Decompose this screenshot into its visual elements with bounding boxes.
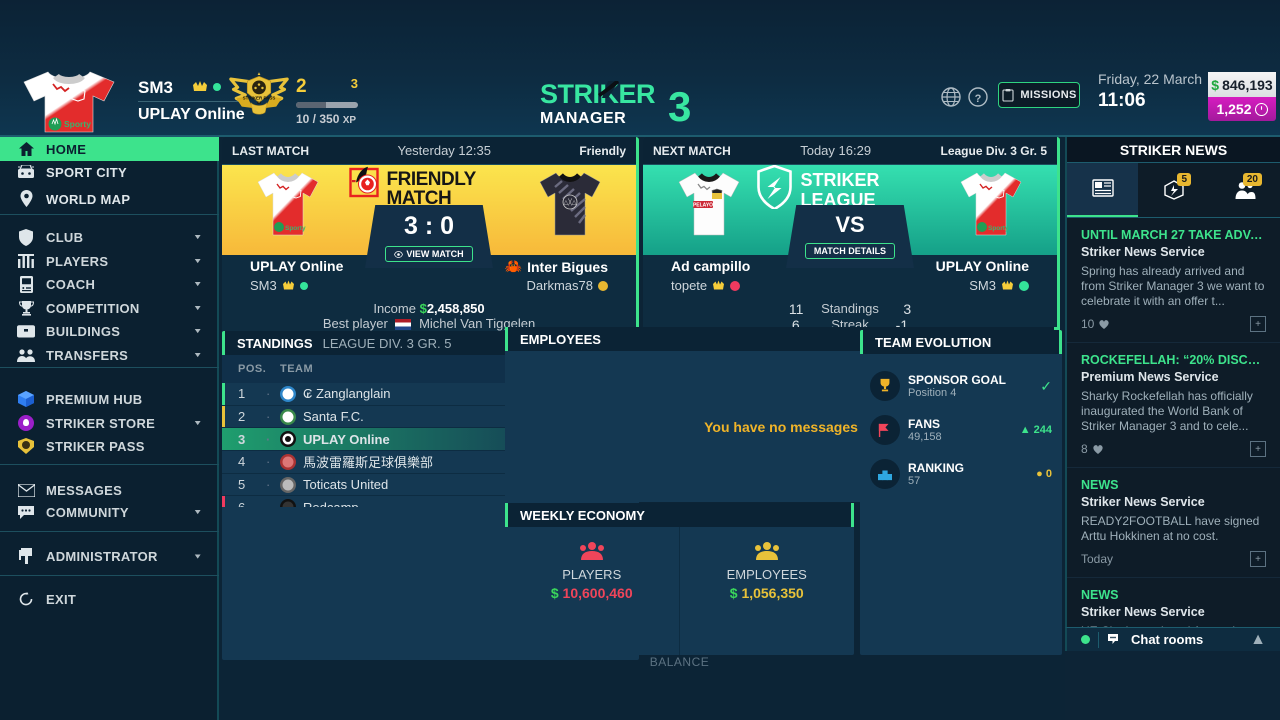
svg-text:Sporty: Sporty <box>988 225 1009 232</box>
svg-text:Sporty: Sporty <box>285 225 306 232</box>
svg-text:S3: S3 <box>257 101 261 105</box>
svg-text:STRIKER: STRIKER <box>540 79 655 109</box>
svg-text:△╳△: △╳△ <box>564 198 577 206</box>
svg-text:3: 3 <box>668 83 691 130</box>
svg-text:?: ? <box>975 93 982 105</box>
svg-text:FRIENDLY: FRIENDLY <box>387 169 477 190</box>
svg-text:STRIKER: STRIKER <box>801 170 880 190</box>
svg-text:MANAGER: MANAGER <box>540 110 626 127</box>
svg-text:Sporty: Sporty <box>64 119 91 129</box>
svg-text:STRIKER PASS: STRIKER PASS <box>243 96 276 101</box>
svg-text:PELAYO: PELAYO <box>693 203 713 209</box>
